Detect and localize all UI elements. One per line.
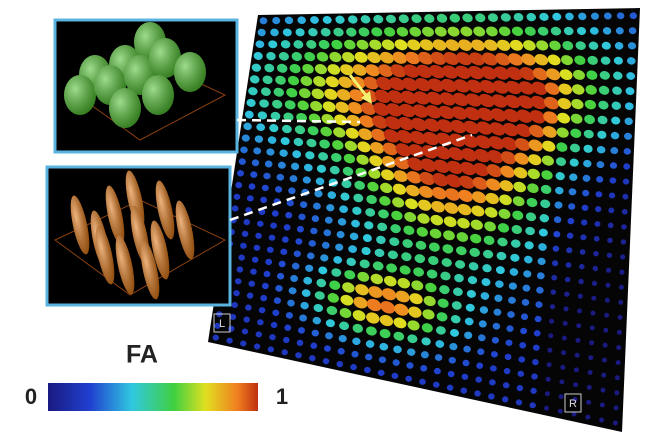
glyph [586,400,591,405]
glyph [616,345,621,350]
glyph [563,306,568,311]
glyph [589,340,594,345]
glyph [546,377,551,382]
glyph [603,343,608,348]
glyph [615,375,620,380]
glyph [619,285,624,290]
glyph [599,418,604,423]
glyph [590,325,595,330]
colorbar [48,383,258,411]
glyph-shade [109,88,141,128]
glyph [614,405,619,410]
glyph [618,300,623,305]
glyph [605,298,610,303]
glyph [574,367,579,372]
glyph [613,421,618,426]
glyph [600,403,605,408]
glyph-shade [174,52,206,92]
glyph [577,309,582,314]
glyph [548,333,553,338]
glyph [619,270,624,275]
colorbar-title: FA [126,341,158,369]
glyph-shade [64,75,96,115]
glyph [576,338,581,343]
glyph [576,323,581,328]
glyph [602,358,607,363]
glyph [561,350,566,355]
glyph [549,319,554,324]
left-marker: L [219,318,225,330]
glyph [544,406,549,411]
glyph [604,313,609,318]
glyph [616,360,621,365]
glyph [547,348,552,353]
glyph [573,382,578,387]
colorbar-min: 0 [25,384,37,409]
glyph [601,373,606,378]
glyph [575,353,580,358]
figure: L R FA 0 1 [0,0,645,434]
glyph [585,415,590,420]
glyph [547,362,552,367]
glyph [614,390,619,395]
glyph [559,379,564,384]
glyph [588,370,593,375]
glyph [617,330,622,335]
glyph [563,321,568,326]
glyph [605,283,610,288]
glyph [601,388,606,393]
glyph [603,328,608,333]
glyph [591,296,596,301]
glyph [560,365,565,370]
glyph [587,385,592,390]
right-marker: R [569,398,577,410]
glyph [588,355,593,360]
glyph [559,394,564,399]
glyph [618,315,623,320]
glyph-shade [142,75,174,115]
glyph [562,336,567,341]
glyph [545,391,550,396]
glyph [591,311,596,316]
colorbar-max: 1 [276,384,288,409]
glyph [558,409,563,414]
